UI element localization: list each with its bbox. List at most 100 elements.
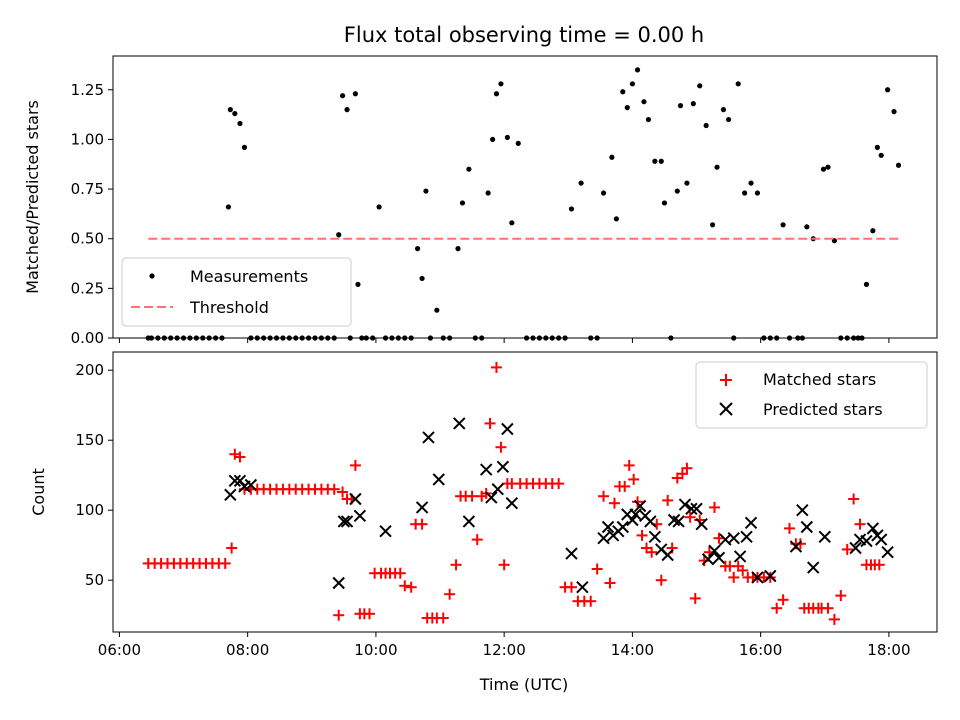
matched-stars-point [437,612,449,624]
measurement-point [641,99,647,105]
measurement-point [661,200,668,206]
matched-stars-point [728,571,740,583]
predicted-stars-point [415,501,429,514]
y-tick-label: 0.00 [71,329,104,347]
bottom-legend: Matched stars Predicted stars [695,361,928,429]
measurement-point [568,206,575,212]
y-tick-label: 50 [85,571,104,589]
measurement-point [874,144,880,150]
x-tick-label: 16:00 [739,641,782,659]
top-y-axis-label: Matched/Predicted stars [23,100,42,294]
matched-stars-point [598,490,610,502]
predicted-stars-point [379,524,392,538]
measurement-point [780,222,786,228]
predicted-stars-point [712,551,726,565]
matched-stars-point [623,459,635,471]
predicted-stars-point [601,520,615,534]
measurement-point [652,158,658,164]
predicted-stars-point [353,509,367,523]
y-tick-label: 0.75 [71,180,104,198]
matched-stars-point [405,581,417,593]
predicted-stars-point [633,499,647,513]
measurement-point [878,152,884,158]
y-tick-label: 200 [75,361,104,379]
top-y-ticks: 0.00 0.25 0.50 0.75 1.00 1.25 [71,81,113,347]
measurement-point [485,190,491,196]
predicted-stars-point [496,460,510,474]
predicted-stars-point [866,522,880,535]
bottom-axes-frame [112,351,938,633]
measurement-point [466,166,472,172]
measurement-point [624,105,630,111]
matched-stars-point [655,574,667,586]
predicted-stars-point [224,488,237,502]
measurement-point [629,81,636,87]
measurement-point [344,107,350,113]
matched-stars-point [553,478,565,490]
bottom-x-axis-label: Time (UTC) [479,675,568,694]
measurement-point [697,83,703,89]
predicted-stars-point [485,491,498,504]
predicted-stars-point [462,515,476,528]
bottom-data-marks [142,361,894,625]
predicted-stars-point [667,513,681,527]
measurement-point [863,281,870,287]
measurement-point [690,101,696,107]
predicted-stars-point [616,520,629,534]
matched-stars-point [608,497,620,509]
measurement-point [578,180,584,186]
matched-stars-point [226,542,238,554]
x-tick-label: 18:00 [867,641,910,659]
matched-stars-point [591,563,603,575]
predicted-stars-point [708,544,721,558]
predicted-stars-point [337,515,351,528]
matched-stars-point [234,451,246,463]
legend-predicted-label: Predicted stars [763,400,883,419]
y-tick-label: 150 [75,431,104,449]
matched-stars-point [471,534,483,546]
predicted-stars-point [491,482,504,496]
measurement-point [490,136,496,143]
predicted-stars-point [565,547,578,560]
measurement-point [509,220,515,226]
y-tick-label: 0.25 [71,279,104,297]
matched-stars-point [565,581,577,593]
matched-stars-point [585,595,597,607]
y-tick-label: 1.25 [71,81,104,99]
measurement-point [225,204,232,210]
predicted-stars-point [672,515,685,528]
matched-stars-point [708,501,720,513]
matched-stars-point [848,493,860,505]
bottom-x-ticks: 06:00 08:00 10:00 12:00 14:00 16:00 18:00 [98,632,911,659]
matched-stars-point [628,473,640,485]
x-tick-label: 08:00 [226,641,269,659]
measurement-point [804,224,810,230]
predicted-stars-point [505,496,519,510]
matched-stars-point [498,559,510,571]
measurement-point [748,180,754,186]
y-tick-label: 1.00 [71,130,104,148]
measurement-point [232,110,238,117]
predicted-stars-point [849,541,862,555]
matched-stars-point [495,441,507,453]
predicted-stars-point [576,580,589,594]
measurement-point [891,109,897,115]
measurement-point [677,103,684,109]
predicted-stars-point [644,515,657,528]
measurement-point [609,154,615,160]
measurement-point [709,222,716,228]
measurement-point [725,116,732,123]
measurement-point [870,228,876,234]
measurement-point [237,120,243,127]
measurement-point [825,164,831,170]
predicted-stars-point [422,431,435,444]
measurement-point [423,188,429,194]
predicted-stars-point [479,463,493,476]
measurement-point [895,162,902,168]
measurement-point [455,246,461,252]
x-tick-label: 14:00 [611,641,654,659]
matched-stars-point [794,538,806,550]
predicted-stars-point [332,576,345,590]
matched-stars-point [394,567,406,579]
